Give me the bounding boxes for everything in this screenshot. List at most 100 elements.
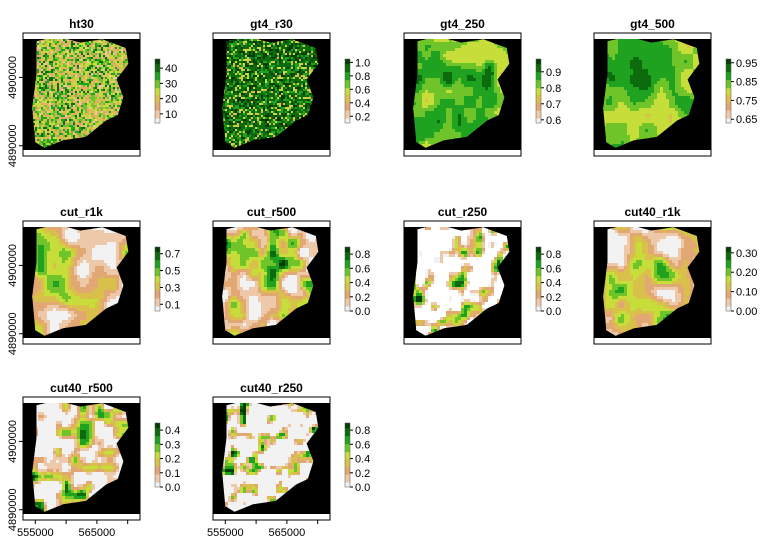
raster-cell [113, 59, 116, 62]
raster-cell [289, 59, 292, 62]
raster-cell [313, 55, 316, 58]
raster-cell [57, 105, 60, 108]
raster-cell [95, 119, 98, 122]
legend-swatch [155, 119, 160, 122]
raster-cell [113, 95, 116, 98]
raster-cell [49, 77, 52, 80]
raster-cell [89, 105, 92, 108]
raster-cell [91, 81, 94, 84]
raster-cell [51, 61, 54, 64]
raster-cell [39, 101, 42, 104]
raster-cell [275, 73, 278, 76]
raster-cell [301, 61, 304, 64]
raster-cell [63, 63, 66, 66]
raster-cell [71, 107, 74, 110]
raster-cell [309, 49, 312, 52]
raster-cell [43, 129, 46, 132]
raster-cell [259, 77, 262, 80]
raster-cell [35, 117, 38, 120]
raster-cell [113, 63, 116, 66]
raster-cell [265, 91, 268, 94]
raster-cell [73, 69, 76, 72]
raster-cell [41, 105, 44, 108]
raster-cell [53, 105, 56, 108]
raster-cell [79, 131, 82, 134]
raster-cell [97, 49, 100, 52]
raster-cell [281, 55, 284, 58]
raster-cell [287, 71, 290, 74]
raster-cell [59, 91, 62, 94]
raster-cell [71, 123, 74, 126]
raster-cell [279, 45, 282, 48]
raster-cell [47, 109, 50, 112]
raster-cell [305, 59, 308, 62]
raster-cell [73, 93, 76, 96]
raster-cell [69, 97, 72, 100]
raster-cell [227, 61, 230, 64]
raster-cell [79, 103, 82, 106]
raster-cell [107, 75, 110, 78]
raster-cell [283, 45, 286, 48]
raster-cell [241, 65, 244, 68]
raster-cell [87, 91, 90, 94]
raster-cell [229, 61, 232, 64]
raster-cell [115, 113, 118, 116]
raster-cell [119, 93, 122, 96]
raster-cell [107, 117, 110, 120]
raster-cell [73, 135, 76, 138]
raster-cell [79, 123, 82, 126]
raster-cell [105, 79, 108, 82]
raster-cell [87, 81, 90, 84]
raster-cell [77, 105, 80, 108]
raster-cell [229, 65, 232, 68]
raster-cell [65, 85, 68, 88]
raster-cell [267, 91, 270, 94]
raster-cell [59, 93, 62, 96]
raster-cell [309, 89, 312, 92]
legend-swatch [155, 110, 160, 113]
raster-cell [267, 75, 270, 78]
raster-cell [269, 55, 272, 58]
raster-cell [81, 89, 84, 92]
raster-cell [287, 51, 290, 54]
raster-cell [91, 61, 94, 64]
raster-cell [265, 85, 268, 88]
raster-cell [65, 53, 68, 56]
raster-cell [295, 77, 298, 80]
raster-cell [99, 121, 102, 124]
raster-cell [79, 111, 82, 114]
raster-cell [89, 75, 92, 78]
raster-cell [41, 103, 44, 106]
raster-cell [305, 81, 308, 84]
raster-cell [303, 59, 306, 62]
raster-cell [237, 85, 240, 88]
raster-cell [57, 137, 60, 140]
raster-cell [77, 81, 80, 84]
raster-cell [43, 41, 46, 44]
raster-cell [75, 113, 78, 116]
raster-cell [99, 75, 102, 78]
raster-cell [253, 71, 256, 74]
raster-cell [233, 55, 236, 58]
raster-cell [95, 59, 98, 62]
raster-cell [295, 69, 298, 72]
raster-cell [299, 63, 302, 66]
raster-cell [63, 91, 66, 94]
raster-cell [37, 103, 40, 106]
raster-cell [65, 137, 68, 140]
raster-cell [85, 109, 88, 112]
raster-cell [233, 53, 236, 56]
raster-cell [111, 99, 114, 102]
raster-cell [57, 69, 60, 72]
raster-cell [275, 91, 278, 94]
raster-cell [87, 41, 90, 44]
raster-cell [49, 87, 52, 90]
raster-cell [113, 111, 116, 114]
raster-cell [289, 79, 292, 82]
raster-cell [289, 51, 292, 54]
raster-cell [81, 73, 84, 76]
raster-cell [75, 103, 78, 106]
raster-cell [243, 47, 246, 50]
raster-cell [83, 63, 86, 66]
raster-cell [49, 111, 52, 114]
